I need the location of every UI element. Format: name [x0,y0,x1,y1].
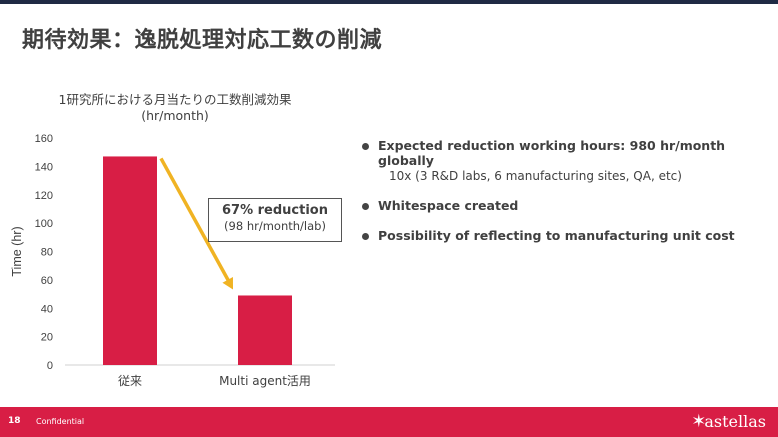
y-axis-label: Time (hr) [10,226,24,276]
confidential-label: Confidential [36,417,85,426]
logo-text: astellas [704,412,766,431]
footer-bar: 18 Confidential ✶astellas [0,407,778,437]
arrow-head [222,276,233,290]
bullet-detail: 10x (3 R&D labs, 6 manufacturing sites, … [389,169,682,183]
y-tick-label: 80 [41,247,53,259]
bullet-text: Expected reduction working hours: 980 hr… [378,138,726,168]
page-number: 18 [8,416,21,426]
callout-main: 67% reduction [222,203,328,218]
bullet-item: Expected reduction working hours: 980 hr… [362,138,772,183]
y-tick-label: 120 [35,190,53,202]
y-tick-label: 160 [35,133,53,145]
bar-chart: 0 20 40 60 80 100 120 140 160 Time (hr) 従来 Multi ag… [10,133,335,388]
reduction-arrow [159,157,232,285]
chart-title-unit: (hr/month) [141,108,209,123]
star-icon: ✶ [691,411,707,432]
chart-title-main: 1研究所における月当たりの工数削減効果 [58,92,292,107]
x-category-label: Multi agent活用 [219,374,311,388]
top-accent-bar [0,0,778,4]
x-category-label: 従来 [118,374,142,388]
bullet-item: Possibility of reflecting to manufacturi… [362,228,772,243]
bar [103,156,157,365]
bar [238,295,292,365]
bullet-list: Expected reduction working hours: 980 hr… [362,138,772,258]
bullet-text: Possibility of reflecting to manufacturi… [378,228,735,243]
y-tick-label: 20 [41,332,53,344]
y-tick-label: 140 [35,161,53,173]
reduction-callout: 67% reduction (98 hr/month/lab) [208,198,342,242]
y-tick-label: 40 [41,303,53,315]
y-tick-label: 0 [47,360,53,372]
bullet-text: Whitespace created [378,198,519,213]
astellas-logo: ✶astellas [691,411,766,432]
chart-title: 1研究所における月当たりの工数削減効果 (hr/month) [40,92,310,124]
bullet-item: Whitespace created [362,198,772,213]
y-tick-label: 100 [35,218,53,230]
callout-sub: (98 hr/month/lab) [224,219,326,233]
slide-title: 期待効果：逸脱処理対応工数の削減 [22,27,383,53]
y-tick-label: 60 [41,275,53,287]
